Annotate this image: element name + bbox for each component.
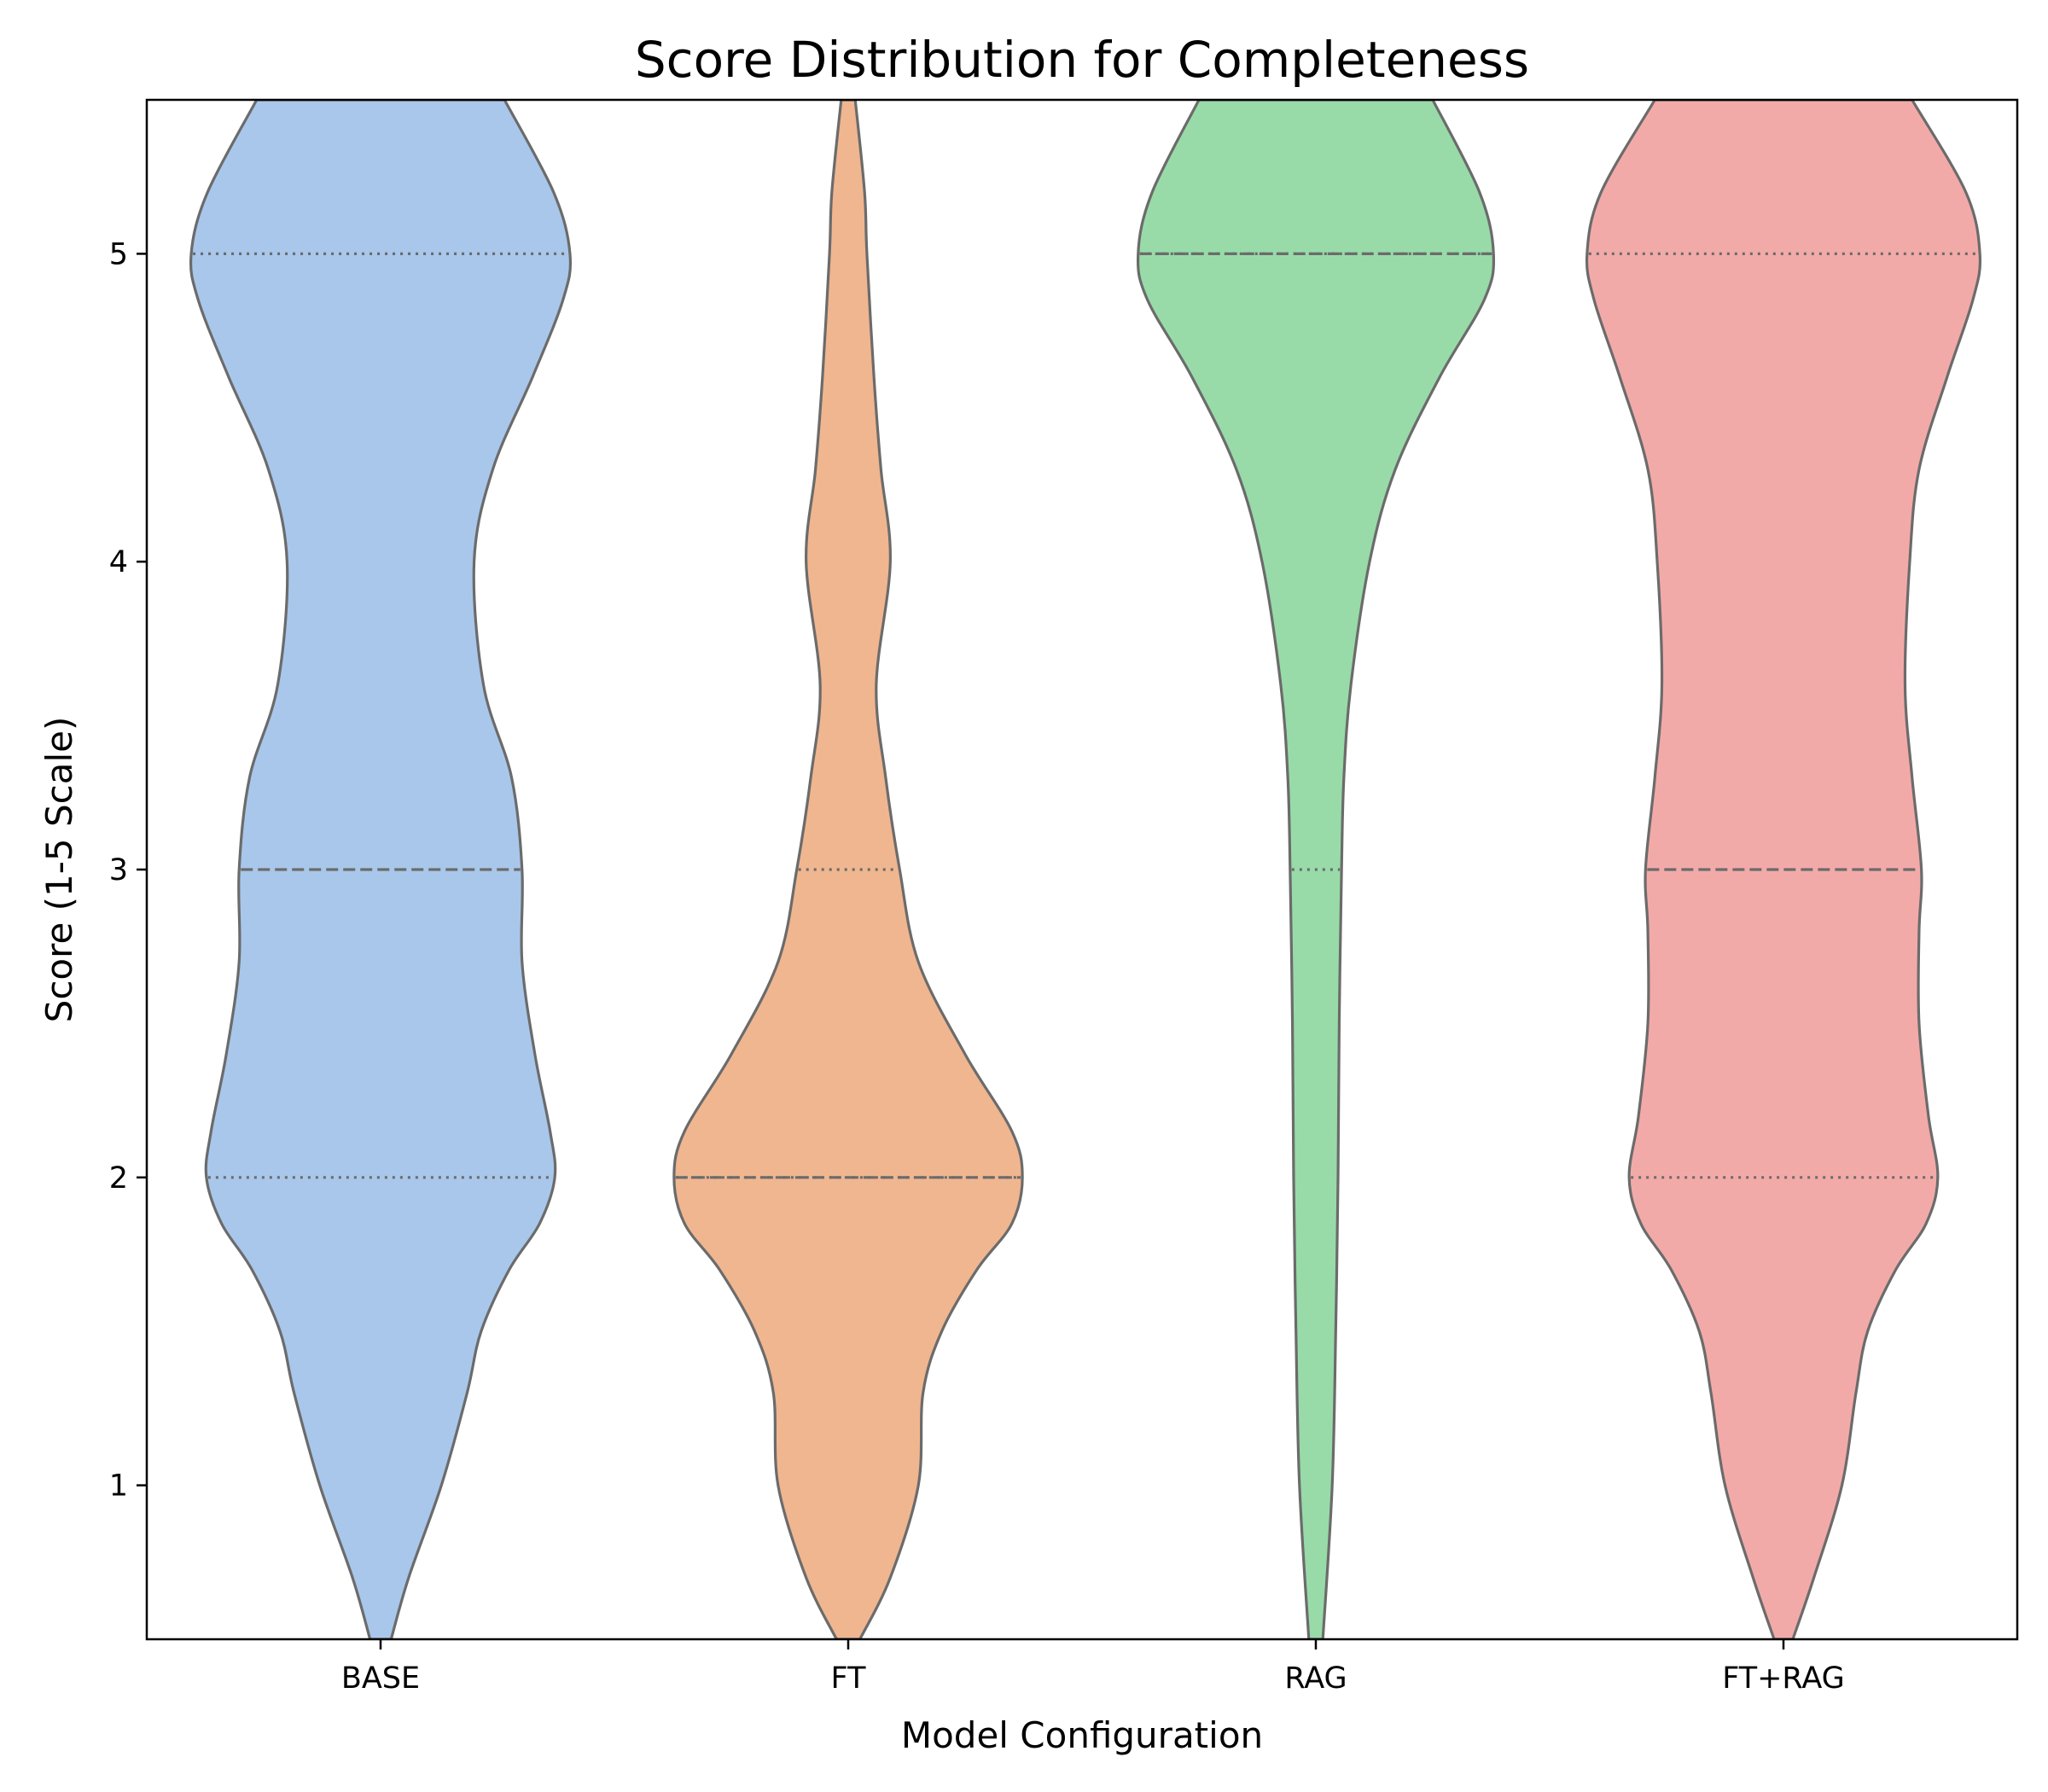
violin-rag bbox=[1136, 100, 1496, 1639]
violins-layer bbox=[189, 100, 1982, 1639]
y-tick-label: 4 bbox=[109, 545, 128, 579]
x-tick-label: RAG bbox=[1284, 1661, 1347, 1696]
x-axis: BASE FT RAG FT+RAG bbox=[341, 1639, 1845, 1696]
violin-body bbox=[1585, 100, 1982, 1639]
x-tick-label: BASE bbox=[341, 1661, 420, 1696]
chart-title: Score Distribution for Completeness bbox=[635, 31, 1529, 89]
x-tick-label: FT+RAG bbox=[1722, 1661, 1845, 1696]
x-axis-label: Model Configuration bbox=[901, 1714, 1263, 1756]
violin-body bbox=[672, 100, 1024, 1639]
violin-ft bbox=[672, 100, 1024, 1639]
violin-base bbox=[189, 100, 573, 1639]
y-axis-label: Score (1-5 Scale) bbox=[38, 717, 80, 1023]
y-tick-label: 5 bbox=[109, 237, 128, 271]
y-axis: 1 2 3 4 5 bbox=[109, 237, 147, 1504]
y-tick-label: 1 bbox=[109, 1469, 128, 1504]
y-tick-label: 3 bbox=[109, 853, 128, 887]
violin-ft-rag bbox=[1585, 100, 1982, 1639]
y-tick-label: 2 bbox=[109, 1161, 128, 1196]
x-tick-label: FT bbox=[831, 1661, 867, 1696]
